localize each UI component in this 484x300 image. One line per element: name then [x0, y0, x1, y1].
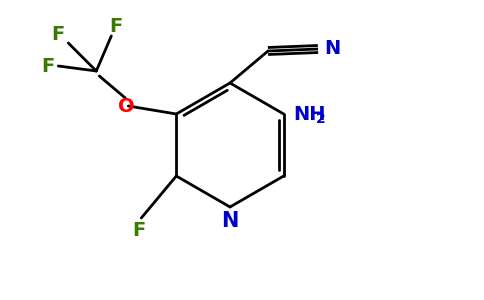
Text: F: F — [110, 16, 123, 35]
Text: F: F — [52, 26, 65, 44]
Text: O: O — [118, 97, 135, 116]
Text: 2: 2 — [316, 112, 325, 126]
Text: N: N — [221, 211, 239, 231]
Text: F: F — [42, 56, 55, 76]
Text: N: N — [324, 40, 340, 58]
Text: NH: NH — [294, 104, 326, 124]
Text: F: F — [133, 221, 146, 241]
